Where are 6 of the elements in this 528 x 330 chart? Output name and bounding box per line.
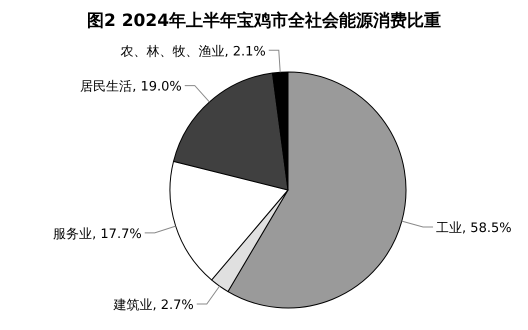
slice-label: 农、林、牧、渔业, 2.1% <box>120 44 266 60</box>
slice-label: 居民生活, 19.0% <box>80 80 182 95</box>
chart-title: 图2 2024年上半年宝鸡市全社会能源消费比重 <box>86 11 442 31</box>
slice-label: 工业, 58.5% <box>436 220 512 236</box>
slice-label: 服务业, 17.7% <box>53 226 142 242</box>
slice-label: 建筑业, 2.7% <box>112 298 194 314</box>
